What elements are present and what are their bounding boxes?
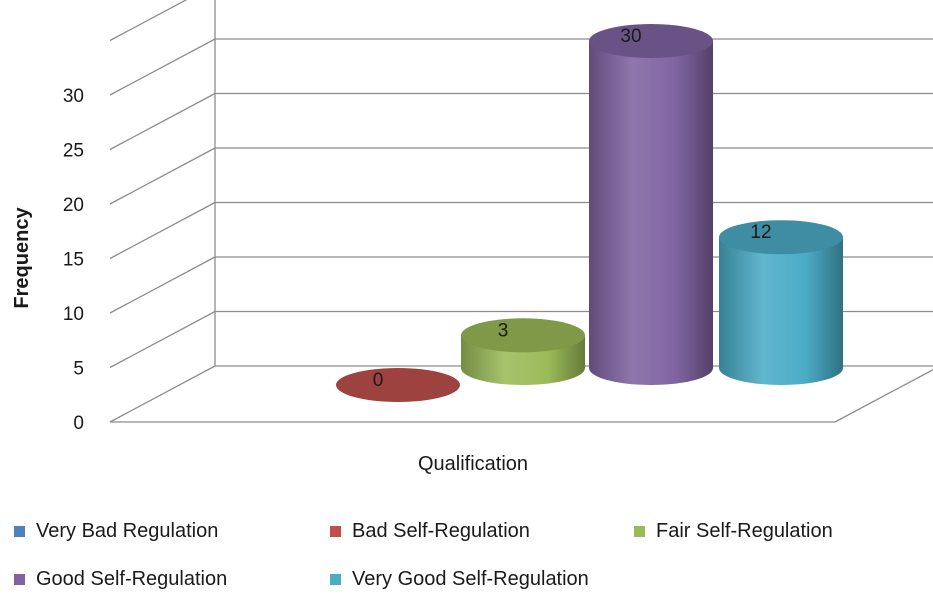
y-tick-label: 30 [63, 86, 84, 107]
y-tick-label: 0 [73, 413, 84, 434]
gridline-depth [109, 201, 216, 260]
gridline-depth [109, 92, 216, 151]
data-label: 0 [373, 370, 384, 391]
y-tick-label: 20 [63, 195, 84, 216]
cylinder-top [461, 318, 585, 353]
data-label: 3 [498, 320, 509, 341]
legend: Very Bad Regulation Bad Self-Regulation Fa… [14, 520, 833, 590]
y-tick-label: 5 [73, 359, 84, 380]
y-tick-label: 25 [63, 141, 84, 162]
cylinder-body [589, 41, 713, 385]
x-axis-label: Qualification [418, 453, 528, 475]
cylinder-top [589, 24, 713, 58]
legend-swatch [330, 574, 341, 585]
legend-item: Bad Self-Regulation [330, 520, 530, 542]
legend-item: Fair Self-Regulation [634, 520, 833, 542]
legend-swatch [634, 526, 645, 537]
gridline-depth [109, 0, 188, 42]
legend-item: Very Good Self-Regulation [330, 568, 589, 590]
gridline-depth [109, 147, 216, 205]
legend-swatch [14, 574, 25, 585]
legend-swatch [330, 526, 341, 537]
bar-bad-self-regulation [336, 368, 460, 402]
legend-label: Good Self-Regulation [36, 568, 227, 590]
gridline-depth [109, 310, 216, 369]
y-tick-label: 10 [63, 304, 84, 325]
gridline-depth [109, 38, 216, 96]
legend-label: Very Bad Regulation [36, 520, 218, 542]
legend-item: Very Bad Regulation [14, 520, 218, 542]
cylinder-top [336, 368, 460, 402]
y-axis-label: Frequency [11, 207, 33, 309]
cylinder-body [719, 237, 843, 385]
legend-label: Fair Self-Regulation [656, 520, 833, 542]
gridline-depth [109, 256, 216, 314]
bar-very-good-self-regulation [719, 220, 843, 385]
legend-label: Very Good Self-Regulation [352, 568, 589, 590]
bar-fair-self-regulation [461, 318, 585, 385]
cylinder-top [719, 220, 843, 255]
gridline-depth [109, 365, 216, 423]
legend-item: Good Self-Regulation [14, 568, 227, 590]
floor-right-edge [834, 368, 933, 423]
bar-good-self-regulation [589, 24, 713, 385]
y-tick-label: 15 [63, 250, 84, 271]
legend-swatch [14, 526, 25, 537]
data-label: 30 [620, 26, 641, 47]
data-label: 12 [750, 222, 771, 243]
legend-label: Bad Self-Regulation [352, 520, 530, 542]
